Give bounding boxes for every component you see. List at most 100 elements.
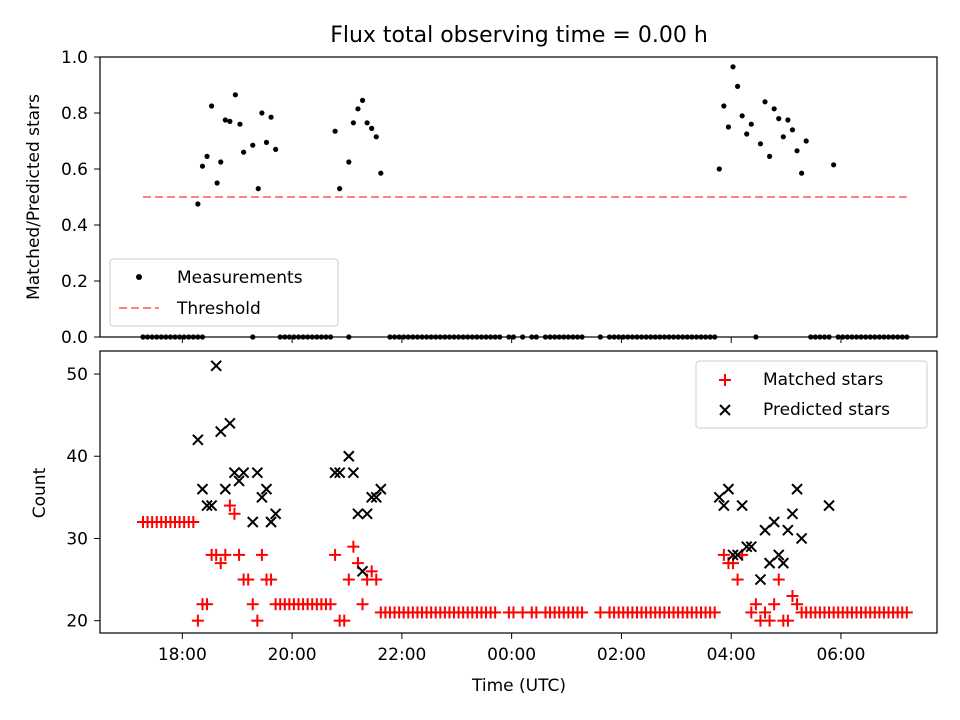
matched-star-marker	[201, 598, 214, 611]
predicted-star-marker-b	[773, 549, 785, 561]
predicted-star-marker-b	[219, 483, 232, 495]
measurement-point	[744, 131, 750, 137]
bottom-x-tick-label: 00:00	[487, 645, 536, 665]
matched-star-marker	[745, 606, 758, 619]
matched-star-marker	[242, 573, 255, 586]
predicted-star-marker	[215, 425, 227, 438]
matched-star-marker	[329, 548, 342, 561]
matched-star-marker	[772, 573, 785, 586]
measurement-point	[263, 139, 270, 145]
matched-star-marker	[214, 557, 227, 570]
predicted-star-marker-b	[347, 466, 360, 479]
measurement-point	[241, 149, 247, 155]
predicted-star-marker	[759, 524, 771, 536]
legend-matched-marker	[719, 374, 731, 386]
measurement-point	[730, 64, 736, 70]
legend-predicted-marker	[719, 404, 731, 416]
predicted-star-marker-b	[736, 499, 748, 512]
predicted-star-marker	[260, 483, 273, 495]
measurement-point	[255, 186, 261, 192]
predicted-star-marker-b	[205, 499, 218, 512]
predicted-star-marker-b	[759, 524, 771, 536]
matched-star-marker	[342, 573, 355, 586]
predicted-star-marker	[196, 483, 209, 495]
matched-star-marker	[191, 614, 204, 627]
legend-matched-label: Matched stars	[763, 370, 883, 390]
measurement-point	[721, 103, 727, 109]
predicted-star-marker	[727, 549, 739, 561]
measurement-point	[762, 99, 768, 105]
measurement-point	[332, 128, 338, 134]
matched-star-marker	[370, 573, 383, 586]
legend-measurements-label: Measurements	[177, 268, 303, 288]
predicted-star-marker-b	[727, 549, 739, 561]
matched-star-marker	[338, 614, 351, 627]
predicted-star-marker-b	[352, 508, 364, 520]
matched-star-marker	[489, 606, 502, 619]
predicted-star-marker-b	[768, 516, 780, 528]
matched-star-marker	[708, 606, 721, 619]
matched-star-marker	[223, 499, 236, 512]
matched-star-marker	[219, 548, 232, 561]
predicted-star-marker	[768, 516, 780, 528]
predicted-star-marker	[722, 483, 735, 495]
matched-star-marker	[749, 598, 762, 611]
matched-star-marker	[347, 540, 360, 553]
predicted-star-marker-b	[361, 508, 373, 520]
measurement-point	[237, 121, 243, 127]
measurement-point	[359, 97, 366, 103]
top-legend-box	[109, 258, 339, 327]
matched-star-marker	[576, 606, 589, 619]
predicted-star-marker-b	[777, 557, 790, 569]
top-x-ticks	[181, 337, 842, 343]
measurement-point	[799, 170, 805, 176]
top-y-tick-label: 0.2	[61, 272, 88, 292]
predicted-star-marker	[375, 483, 387, 495]
predicted-star-marker-b	[365, 491, 378, 504]
predicted-star-marker-b	[247, 516, 259, 528]
measurement-point	[748, 121, 754, 127]
predicted-star-marker	[773, 549, 785, 561]
measurement-point	[199, 163, 206, 169]
predicted-star-marker	[718, 499, 730, 512]
measurement-point	[369, 125, 375, 131]
bottom-legend-box	[695, 360, 928, 429]
bottom-x-axis-label: Time (UTC)	[471, 676, 566, 696]
predicted-star-marker-b	[782, 524, 794, 536]
matched-star-marker	[791, 598, 804, 611]
measurement-point	[373, 134, 379, 140]
measurement-point	[355, 106, 361, 112]
predicted-star-marker-b	[196, 483, 209, 495]
bottom-axes-frame	[99, 350, 938, 634]
predicted-star-marker-b	[718, 499, 730, 512]
predicted-star-marker	[237, 466, 250, 479]
matched-star-marker	[265, 573, 278, 586]
predicted-star-marker-b	[343, 450, 355, 462]
measurement-point	[268, 114, 274, 120]
measurement-point	[780, 134, 786, 140]
predicted-star-marker	[731, 549, 744, 561]
predicted-star-marker	[352, 508, 364, 520]
predicted-star-marker	[795, 532, 808, 545]
top-y-tick-label: 0.8	[61, 104, 88, 124]
bottom-x-ticks: 18:00 20:00 22:00 00:00 02:00 04:00 06:00	[158, 633, 865, 665]
bottom-legend: Matched stars Predicted stars	[695, 360, 928, 429]
predicted-star-marker-b	[215, 425, 227, 438]
predicted-star-marker	[219, 483, 232, 495]
matched-star-marker	[324, 598, 337, 611]
bottom-x-tick-label: 06:00	[816, 645, 865, 665]
bottom-y-axis-label: Count	[30, 467, 50, 518]
predicted-star-marker-b	[269, 508, 282, 520]
measurement-point	[785, 117, 791, 123]
predicted-star-marker	[782, 524, 794, 536]
predicted-star-marker	[361, 508, 373, 520]
predicted-star-marker-b	[233, 475, 245, 487]
measurement-point	[757, 141, 764, 147]
measurement-point	[232, 92, 238, 98]
predicted-star-marker-b	[228, 466, 241, 479]
matched-star-marker	[187, 516, 200, 529]
predicted-star-marker-b	[791, 483, 803, 495]
measurement-point	[346, 159, 352, 165]
measurement-point	[218, 159, 224, 165]
